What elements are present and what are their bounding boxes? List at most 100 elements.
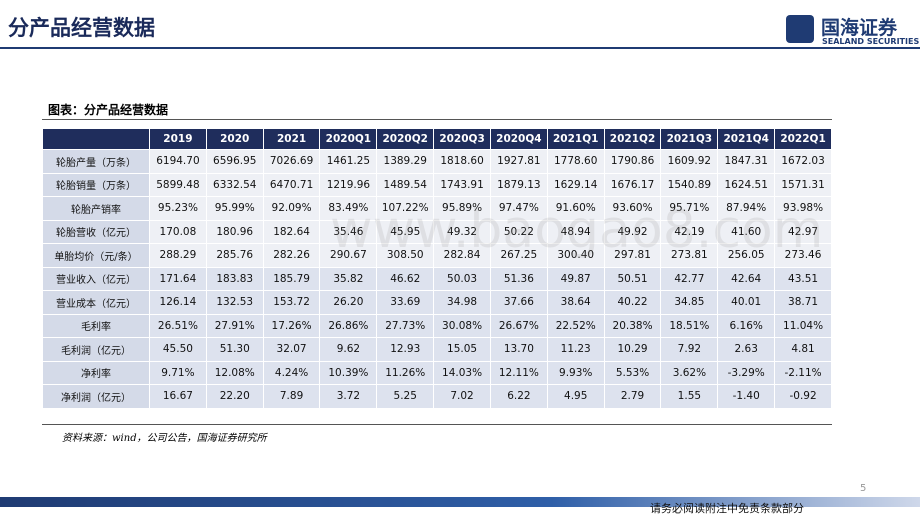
cell: 10.39% — [319, 360, 378, 385]
cell: 49.32 — [433, 219, 491, 244]
cell: 42.19 — [660, 219, 719, 244]
row-label: 毛利润（亿元） — [42, 337, 150, 362]
column-header: 2019 — [149, 128, 207, 150]
cell: 2.79 — [603, 384, 662, 409]
caption: 图表：分产品经营数据 — [48, 103, 169, 117]
cell: 48.94 — [546, 219, 605, 244]
cell: 10.29 — [603, 337, 662, 362]
cell: 97.47% — [489, 196, 548, 221]
cell: 2.63 — [717, 337, 776, 362]
cell: 42.97 — [774, 219, 832, 244]
cell: 11.04% — [774, 313, 832, 338]
cell: 6332.54 — [205, 172, 264, 197]
cell: 7026.69 — [262, 149, 321, 174]
cell: -2.11% — [774, 360, 832, 385]
cell: 22.52% — [546, 313, 605, 338]
cell: 1847.31 — [717, 149, 776, 174]
cell: 35.82 — [319, 266, 378, 291]
cell: 40.01 — [717, 290, 776, 315]
cell: 1818.60 — [433, 149, 491, 174]
cell: 153.72 — [262, 290, 321, 315]
cell: 282.26 — [262, 243, 321, 268]
cell: 7.92 — [660, 337, 719, 362]
cell: 1609.92 — [660, 149, 719, 174]
cell: 11.26% — [376, 360, 435, 385]
cell: 132.53 — [205, 290, 264, 315]
cell: 1672.03 — [774, 149, 832, 174]
cell: 1389.29 — [376, 149, 435, 174]
cell: 27.73% — [376, 313, 435, 338]
cell: 12.93 — [376, 337, 435, 362]
cell: 4.81 — [774, 337, 832, 362]
cell: 297.81 — [603, 243, 662, 268]
cell: 30.08% — [433, 313, 491, 338]
cell: 1219.96 — [319, 172, 378, 197]
cell: 43.51 — [774, 266, 832, 291]
cell: 26.67% — [489, 313, 548, 338]
cell: 14.03% — [433, 360, 491, 385]
cell: 9.71% — [149, 360, 207, 385]
cell: 107.22% — [376, 196, 435, 221]
cell: 26.86% — [319, 313, 378, 338]
logo-subtext: SEALAND SECURITIES — [822, 37, 920, 46]
cell: 41.60 — [717, 219, 776, 244]
row-label: 净利率 — [42, 360, 150, 385]
cell: 182.64 — [262, 219, 321, 244]
cell: 18.51% — [660, 313, 719, 338]
cell: 40.22 — [603, 290, 662, 315]
cell: 300.40 — [546, 243, 605, 268]
cell: 12.08% — [205, 360, 264, 385]
cell: 6596.95 — [205, 149, 264, 174]
cell: 51.36 — [489, 266, 548, 291]
cell: 13.70 — [489, 337, 548, 362]
cell: 45.50 — [149, 337, 207, 362]
cell: 38.71 — [774, 290, 832, 315]
header-rule — [0, 47, 920, 49]
cell: 95.99% — [205, 196, 264, 221]
cell: 6.16% — [717, 313, 776, 338]
column-header: 2020Q3 — [433, 128, 491, 150]
cell: 32.07 — [262, 337, 321, 362]
cell: 3.62% — [660, 360, 719, 385]
cell: 1540.89 — [660, 172, 719, 197]
cell: 282.84 — [433, 243, 491, 268]
table-row: 净利率 9.71% 12.08% 4.24% 10.39% 11.26% 14.03% 12.… — [42, 360, 832, 385]
cell: 285.76 — [205, 243, 264, 268]
table-row: 毛利润（亿元） 45.50 51.30 32.07 9.62 12.93 15.05 13.7… — [42, 337, 832, 362]
cell: 26.51% — [149, 313, 207, 338]
table-row: 净利润（亿元） 16.67 22.20 7.89 3.72 5.25 7.02 6.22 4.9… — [42, 384, 832, 409]
cell: 1571.31 — [774, 172, 832, 197]
cell: 49.87 — [546, 266, 605, 291]
cell: 1489.54 — [376, 172, 435, 197]
page-title: 分产品经营数据 — [8, 16, 155, 40]
cell: 6.22 — [489, 384, 548, 409]
cell: 15.05 — [433, 337, 491, 362]
cell: 17.26% — [262, 313, 321, 338]
cell: 42.64 — [717, 266, 776, 291]
cell: 11.23 — [546, 337, 605, 362]
column-header: 2020Q4 — [489, 128, 548, 150]
cell: 4.95 — [546, 384, 605, 409]
cell: 1927.81 — [489, 149, 548, 174]
row-label: 轮胎产量（万条） — [42, 149, 150, 174]
cell: 37.66 — [489, 290, 548, 315]
corner-cell — [42, 128, 150, 150]
cell: 87.94% — [717, 196, 776, 221]
cell: 9.93% — [546, 360, 605, 385]
cell: 1.55 — [660, 384, 719, 409]
cell: 1624.51 — [717, 172, 776, 197]
cell: 16.67 — [149, 384, 207, 409]
column-header: 2020Q1 — [319, 128, 378, 150]
table-row: 轮胎产销率 95.23% 95.99% 92.09% 83.49% 107.22% 95.8… — [42, 196, 832, 221]
cell: 34.85 — [660, 290, 719, 315]
cell: 3.72 — [319, 384, 378, 409]
column-header: 2021Q3 — [660, 128, 719, 150]
cell: 1790.86 — [603, 149, 662, 174]
cell: 93.98% — [774, 196, 832, 221]
cell: 7.89 — [262, 384, 321, 409]
cell: 290.67 — [319, 243, 378, 268]
cell: 5.25 — [376, 384, 435, 409]
cell: 126.14 — [149, 290, 207, 315]
column-header: 2021 — [262, 128, 321, 150]
